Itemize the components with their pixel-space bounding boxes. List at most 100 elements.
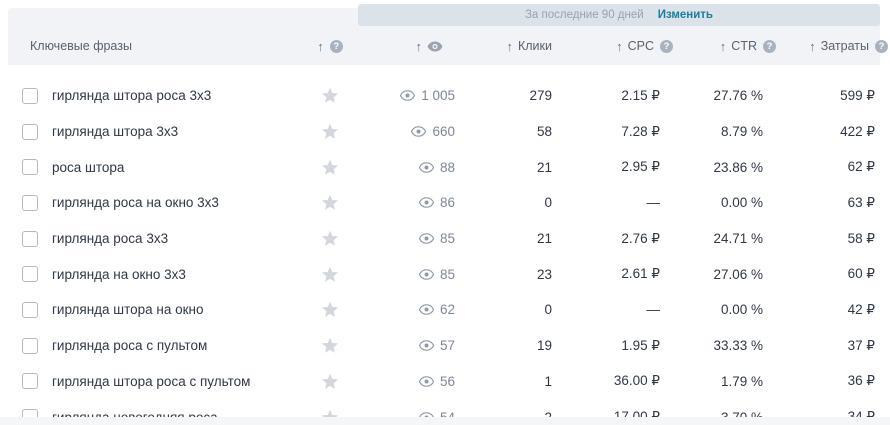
sort-arrow-icon[interactable]: ↑ (719, 38, 727, 54)
date-range-bar: За последние 90 дней Изменить (358, 4, 880, 26)
favorite-cell (290, 266, 370, 283)
table-row: гирлянда роса с пультом 57 19 1.95 ₽ 33. (8, 328, 880, 364)
clicks-value: 58 (536, 124, 552, 140)
row-checkbox[interactable] (22, 87, 38, 104)
keyword-phrase: гирлянда штора на окно (52, 302, 204, 318)
keyword-stats-table: За последние 90 дней Изменить Ключевые ф… (8, 4, 888, 425)
clicks-value: 23 (536, 266, 552, 282)
help-icon[interactable]: ? (763, 39, 776, 53)
row-checkbox[interactable] (22, 230, 38, 247)
views-value: 660 (432, 124, 455, 140)
views-value: 1 005 (421, 88, 455, 104)
column-header-phrases: Ключевые фразы (8, 39, 290, 53)
help-icon[interactable]: ? (329, 39, 343, 53)
row-checkbox[interactable] (22, 266, 38, 283)
ctr-cell: 1.79 % (660, 374, 770, 389)
cpc-cell: 2.61 ₽ (552, 266, 660, 282)
star-icon[interactable] (321, 266, 339, 283)
ctr-value: 0.00 % (720, 195, 763, 211)
cpc-value: 2.15 ₽ (621, 87, 660, 103)
column-header-cost[interactable]: ↑ Затраты ? (770, 38, 888, 54)
keyword-phrase: гирлянда на окно 3х3 (52, 266, 186, 282)
row-checkbox[interactable] (22, 373, 38, 390)
cost-value: 63 ₽ (847, 194, 875, 210)
star-icon[interactable] (321, 194, 339, 211)
row-checkbox[interactable] (22, 301, 38, 318)
sort-arrow-icon[interactable]: ↑ (809, 38, 816, 54)
column-header-clicks[interactable]: ↑ Клики (455, 39, 552, 53)
star-icon[interactable] (321, 87, 339, 104)
cpc-cell: — (552, 195, 661, 211)
eye-icon (418, 376, 434, 387)
star-icon[interactable] (321, 159, 339, 176)
cpc-value: 7.28 ₽ (621, 123, 660, 139)
column-header-ctr-label: CTR (731, 39, 757, 53)
clicks-cell: 1 (455, 374, 552, 389)
cost-cell: 58 ₽ (770, 231, 880, 247)
clicks-cell: 0 (455, 195, 552, 210)
views-cell: 85 (370, 267, 455, 282)
star-icon[interactable] (321, 337, 339, 354)
cpc-value: — (646, 195, 661, 211)
phrase-cell: гирлянда роса на окно 3х3 (8, 194, 290, 211)
row-checkbox[interactable] (22, 123, 38, 140)
cpc-cell: 36.00 ₽ (552, 373, 660, 389)
column-header-cpc[interactable]: ↑ CPC ? (552, 38, 673, 54)
sort-arrow-icon[interactable]: ↑ (616, 38, 623, 54)
cost-cell: 37 ₽ (770, 338, 880, 354)
column-header-phrases-label: Ключевые фразы (30, 39, 132, 53)
sort-arrow-icon[interactable]: ↑ (317, 38, 324, 54)
column-header-favorite[interactable]: ↑ ? (290, 38, 370, 54)
ctr-cell: 27.06 % (660, 267, 770, 282)
phrase-cell: гирлянда штора на окно (8, 301, 290, 318)
ctr-value: 8.79 % (720, 124, 763, 140)
ctr-cell: 33.33 % (660, 338, 770, 353)
row-checkbox[interactable] (22, 159, 38, 176)
phrase-cell: гирлянда роса 3х3 (8, 230, 290, 247)
clicks-cell: 19 (455, 338, 552, 353)
cpc-value: 2.95 ₽ (621, 159, 660, 175)
views-cell: 56 (370, 374, 455, 389)
cost-cell: 62 ₽ (770, 159, 880, 175)
keyword-phrase: гирлянда штора 3х3 (52, 124, 179, 140)
cost-cell: 63 ₽ (770, 195, 880, 211)
keyword-phrase: гирлянда штора роса с пультом (52, 373, 251, 389)
table-row: гирлянда штора роса с пультом 56 1 36.00… (8, 364, 880, 400)
column-header-clicks-label: Клики (517, 39, 552, 53)
phrase-cell: гирлянда роса с пультом (8, 337, 290, 354)
eye-icon (418, 340, 434, 351)
sort-arrow-icon[interactable]: ↑ (415, 38, 423, 54)
change-period-link[interactable]: Изменить (657, 9, 714, 21)
views-value: 57 (439, 338, 455, 354)
cpc-cell: 2.15 ₽ (552, 88, 660, 104)
star-icon[interactable] (321, 373, 339, 390)
help-icon[interactable]: ? (660, 39, 673, 53)
ctr-value: 23.86 % (713, 159, 763, 175)
star-icon[interactable] (321, 123, 339, 140)
star-icon[interactable] (321, 301, 339, 318)
eye-icon (400, 90, 416, 102)
star-icon[interactable] (321, 230, 339, 247)
phrase-cell: гирлянда штора 3х3 (8, 123, 290, 140)
clicks-cell: 23 (455, 267, 552, 282)
row-checkbox[interactable] (22, 337, 38, 354)
views-cell: 62 (370, 302, 455, 317)
cost-value: 58 ₽ (847, 230, 875, 246)
views-cell: 57 (370, 338, 455, 353)
column-header-views[interactable]: ↑ (370, 40, 455, 53)
ctr-value: 27.06 % (713, 266, 763, 282)
eye-icon (418, 269, 434, 280)
ctr-value: 1.79 % (720, 373, 763, 389)
help-icon[interactable]: ? (875, 39, 888, 53)
ctr-value: 27.76 % (713, 88, 763, 104)
column-header-cpc-label: CPC (627, 39, 654, 53)
clicks-value: 0 (544, 195, 552, 211)
ctr-cell: 0.00 % (660, 195, 770, 210)
cost-value: 60 ₽ (847, 266, 875, 282)
row-checkbox[interactable] (22, 194, 38, 211)
column-header-ctr[interactable]: ↑ CTR ? (660, 38, 776, 54)
table-row: гирлянда роса 3х3 85 21 2.76 ₽ 24.71 % (8, 221, 880, 257)
views-value: 85 (439, 266, 455, 282)
sort-arrow-icon[interactable]: ↑ (506, 38, 513, 54)
column-header-cost-label: Затраты (820, 39, 869, 53)
